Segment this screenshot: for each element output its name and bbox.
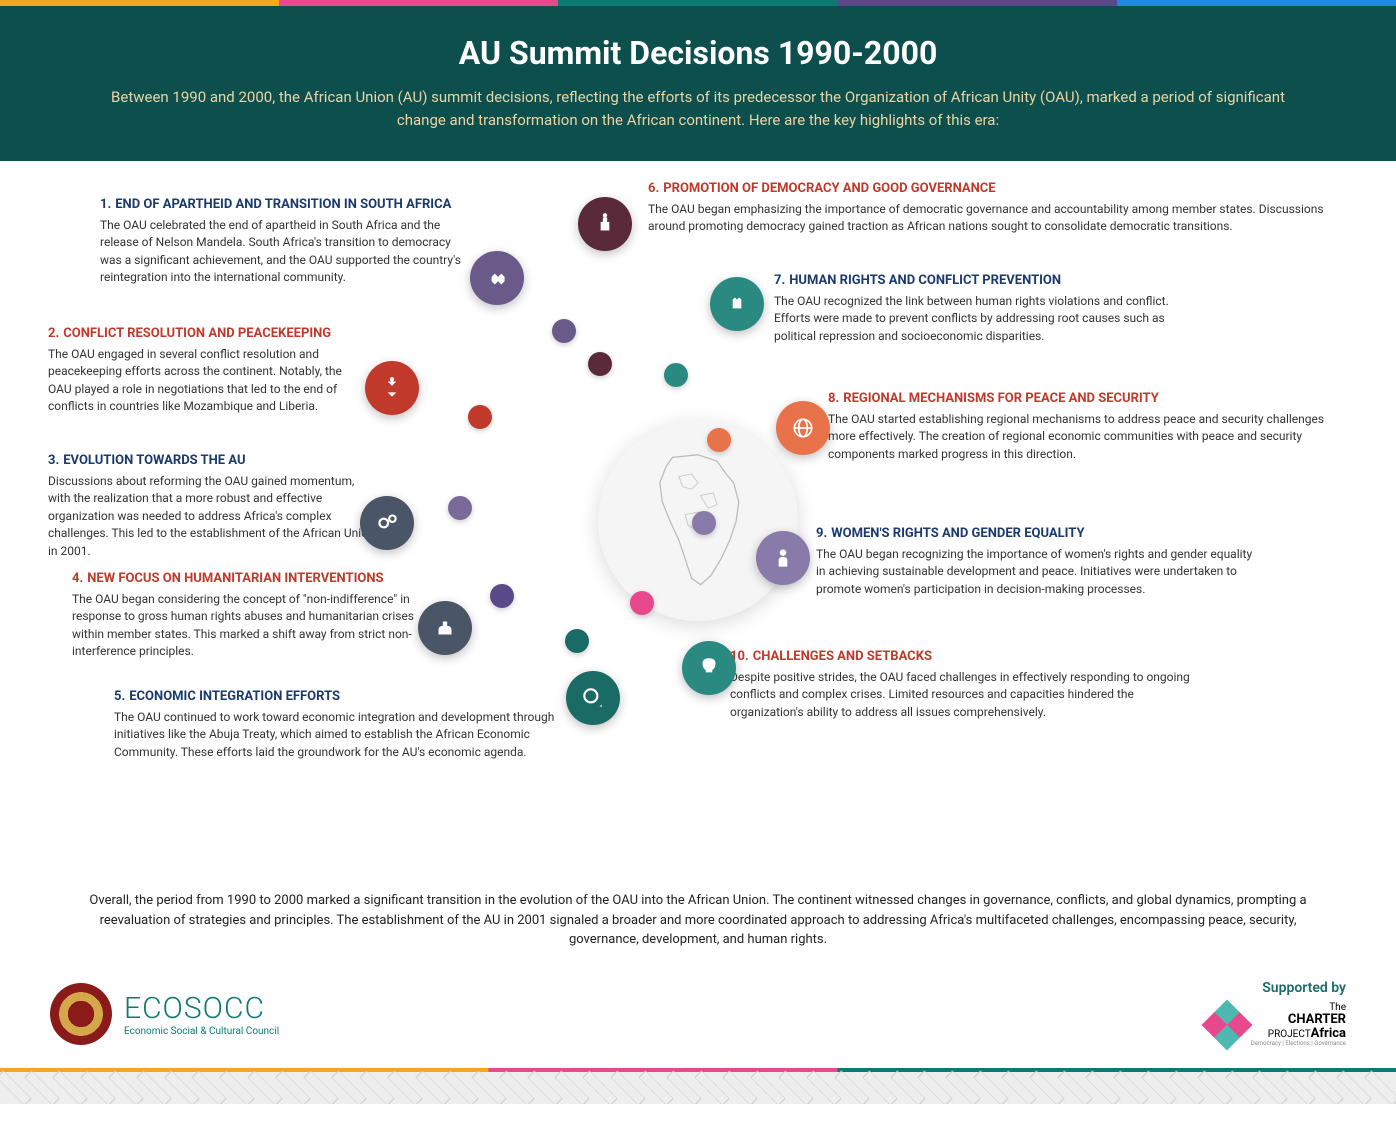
highlight-item-5: 5. ECONOMIC INTEGRATION EFFORTS The OAU co… [114, 689, 574, 761]
item-title: 1. END OF APARTHEID AND TRANSITION IN SOU… [100, 197, 470, 212]
connector-dot [707, 428, 731, 452]
bulb-icon [682, 641, 736, 695]
highlight-item-10: 10.CHALLENGES AND SETBACKS Despite positi… [730, 649, 1190, 721]
charter-text: The CHARTER PROJECTAfrica Democracy | El… [1251, 1002, 1346, 1048]
handshake-icon [470, 251, 524, 305]
highlight-item-1: 1. END OF APARTHEID AND TRANSITION IN SOU… [100, 197, 470, 287]
bottom-border [0, 1068, 1396, 1104]
vote-icon [578, 197, 632, 251]
footer: ECOSOCC Economic Social & Cultural Counc… [0, 970, 1396, 1068]
ecosocc-logo-icon [50, 983, 112, 1045]
item-body: The OAU celebrated the end of apartheid … [100, 217, 470, 287]
item-title: 8. REGIONAL MECHANISMS FOR PEACE AND SECU… [828, 391, 1348, 406]
item-title-text: PROMOTION OF DEMOCRACY AND GOOD GOVERNAN… [663, 181, 995, 196]
highlight-item-2: 2. CONFLICT RESOLUTION AND PEACEKEEPING Th… [48, 326, 358, 416]
item-title-text: REGIONAL MECHANISMS FOR PEACE AND SECURI… [843, 391, 1159, 406]
item-body: The OAU started establishing regional me… [828, 411, 1348, 463]
connector-dot [490, 584, 514, 608]
item-title: 9. WOMEN'S RIGHTS AND GENDER EQUALITY [816, 526, 1256, 541]
diamond-pattern [0, 1072, 1396, 1104]
highlight-item-9: 9. WOMEN'S RIGHTS AND GENDER EQUALITY The … [816, 526, 1256, 598]
item-title: 10.CHALLENGES AND SETBACKS [730, 649, 1190, 664]
economy-icon [566, 671, 620, 725]
connector-dot [692, 511, 716, 535]
item-title-text: END OF APARTHEID AND TRANSITION IN SOUTH… [115, 197, 451, 212]
charter-logo: The CHARTER PROJECTAfrica Democracy | El… [1209, 1002, 1346, 1048]
header: AU Summit Decisions 1990-2000 Between 19… [0, 6, 1396, 161]
summary-text: Overall, the period from 1990 to 2000 ma… [0, 881, 1396, 970]
item-body: The OAU continued to work toward economi… [114, 709, 574, 761]
connector-dot [664, 363, 688, 387]
connector-dot [468, 405, 492, 429]
footer-left: ECOSOCC Economic Social & Cultural Counc… [50, 983, 279, 1045]
item-body: Despite positive strides, the OAU faced … [730, 669, 1190, 721]
connector-dot [588, 352, 612, 376]
item-number: 6. [648, 181, 659, 196]
peace-icon [365, 361, 419, 415]
item-number: 8. [828, 391, 839, 406]
item-body: The OAU began emphasizing the importance… [648, 201, 1338, 236]
item-number: 5. [114, 689, 125, 704]
highlight-item-8: 8. REGIONAL MECHANISMS FOR PEACE AND SECU… [828, 391, 1348, 463]
connector-dot [565, 629, 589, 653]
item-title-text: CONFLICT RESOLUTION AND PEACEKEEPING [63, 326, 331, 341]
item-title-text: CHALLENGES AND SETBACKS [753, 649, 932, 664]
woman-icon [756, 531, 810, 585]
item-number: 9. [816, 526, 827, 541]
item-title: 6. PROMOTION OF DEMOCRACY AND GOOD GOVERN… [648, 181, 1338, 196]
connector-dot [630, 591, 654, 615]
item-number: 1. [100, 197, 111, 212]
ecosocc-name: ECOSOCC [124, 991, 279, 1026]
item-body: The OAU recognized the link between huma… [774, 293, 1194, 345]
item-body: The OAU began considering the concept of… [72, 591, 422, 661]
item-number: 7. [774, 273, 785, 288]
connector-dot [448, 496, 472, 520]
item-title-text: WOMEN'S RIGHTS AND GENDER EQUALITY [831, 526, 1084, 541]
item-number: 4. [72, 571, 83, 586]
main-diagram: 1. END OF APARTHEID AND TRANSITION IN SOU… [0, 161, 1396, 881]
item-number: 3. [48, 453, 59, 468]
item-title-text: EVOLUTION TOWARDS THE AU [63, 453, 245, 468]
footer-right: Supported by The CHARTER PROJECTAfrica D… [1209, 980, 1346, 1048]
highlight-item-4: 4. NEW FOCUS ON HUMANITARIAN INTERVENTION… [72, 571, 422, 661]
ecosocc-text: ECOSOCC Economic Social & Cultural Counc… [124, 991, 279, 1037]
item-title: 5. ECONOMIC INTEGRATION EFFORTS [114, 689, 574, 704]
gears-icon [360, 496, 414, 550]
highlight-item-7: 7. HUMAN RIGHTS AND CONFLICT PREVENTION Th… [774, 273, 1194, 345]
fist-icon [710, 277, 764, 331]
item-title-text: NEW FOCUS ON HUMANITARIAN INTERVENTIONS [87, 571, 383, 586]
item-title: 3. EVOLUTION TOWARDS THE AU [48, 453, 378, 468]
ecosocc-sub: Economic Social & Cultural Council [124, 1026, 279, 1037]
page-subtitle: Between 1990 and 2000, the African Union… [108, 86, 1288, 131]
page-title: AU Summit Decisions 1990-2000 [100, 34, 1296, 72]
hands-icon [418, 601, 472, 655]
item-body: Discussions about reforming the OAU gain… [48, 473, 378, 560]
charter-diamond-icon [1209, 1007, 1245, 1043]
highlight-item-3: 3. EVOLUTION TOWARDS THE AU Discussions ab… [48, 453, 378, 560]
globe-icon [776, 401, 830, 455]
top-stripe [0, 0, 1396, 6]
item-body: The OAU began recognizing the importance… [816, 546, 1256, 598]
item-number: 2. [48, 326, 59, 341]
highlight-item-6: 6. PROMOTION OF DEMOCRACY AND GOOD GOVERN… [648, 181, 1338, 236]
item-body: The OAU engaged in several conflict reso… [48, 346, 358, 416]
item-title-text: HUMAN RIGHTS AND CONFLICT PREVENTION [789, 273, 1061, 288]
item-title: 2. CONFLICT RESOLUTION AND PEACEKEEPING [48, 326, 358, 341]
supported-by-label: Supported by [1209, 980, 1346, 996]
item-title: 7. HUMAN RIGHTS AND CONFLICT PREVENTION [774, 273, 1194, 288]
connector-dot [552, 319, 576, 343]
item-title: 4. NEW FOCUS ON HUMANITARIAN INTERVENTION… [72, 571, 422, 586]
item-title-text: ECONOMIC INTEGRATION EFFORTS [129, 689, 340, 704]
